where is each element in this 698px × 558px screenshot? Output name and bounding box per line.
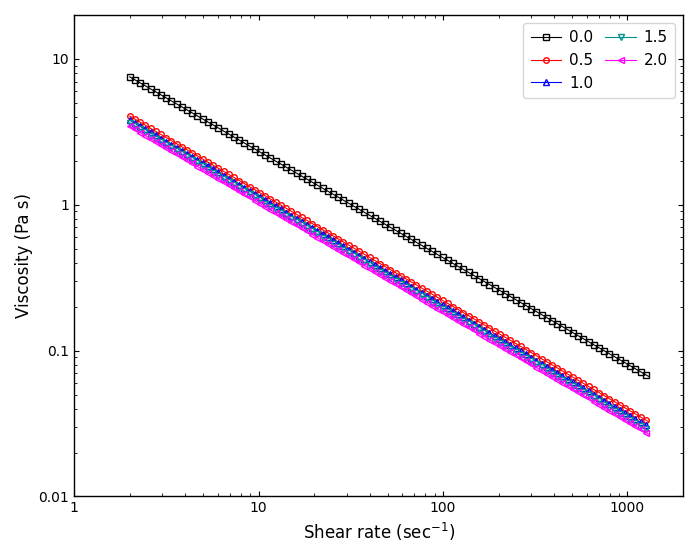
0.5 — [147, 125, 155, 132]
1.0 — [618, 408, 627, 415]
1.5 — [157, 138, 165, 145]
0.0 — [147, 85, 155, 92]
2.0 — [264, 205, 272, 211]
0.5 — [264, 194, 272, 201]
1.5 — [126, 120, 134, 127]
0.5 — [600, 392, 609, 399]
2.0 — [618, 415, 627, 422]
Line: 0.0: 0.0 — [127, 74, 651, 379]
0.5 — [157, 131, 165, 138]
1.0 — [644, 424, 653, 430]
1.0 — [600, 397, 609, 404]
Line: 1.0: 1.0 — [127, 117, 651, 430]
1.5 — [644, 427, 653, 434]
Y-axis label: Viscosity (Pa s): Viscosity (Pa s) — [15, 193, 33, 318]
2.0 — [126, 123, 134, 129]
Legend: 0.0, 0.5, 1.0, 1.5, 2.0: 0.0, 0.5, 1.0, 1.5, 2.0 — [524, 23, 676, 98]
0.0 — [644, 373, 653, 379]
Line: 0.5: 0.5 — [127, 113, 651, 425]
1.5 — [600, 401, 609, 408]
2.0 — [222, 180, 230, 187]
X-axis label: Shear rate (sec$^{-1}$): Shear rate (sec$^{-1}$) — [302, 521, 454, 543]
1.5 — [618, 412, 627, 418]
1.0 — [264, 199, 272, 205]
1.5 — [264, 202, 272, 209]
1.0 — [157, 135, 165, 142]
0.5 — [222, 170, 230, 176]
0.5 — [644, 418, 653, 425]
2.0 — [644, 431, 653, 437]
Line: 2.0: 2.0 — [127, 123, 651, 437]
0.0 — [157, 92, 165, 98]
0.0 — [264, 153, 272, 160]
0.0 — [222, 129, 230, 136]
0.5 — [618, 403, 627, 410]
1.0 — [147, 129, 155, 136]
2.0 — [600, 405, 609, 411]
2.0 — [147, 136, 155, 142]
1.0 — [222, 174, 230, 180]
1.5 — [147, 132, 155, 139]
1.0 — [126, 117, 134, 123]
0.0 — [618, 358, 627, 364]
2.0 — [157, 142, 165, 148]
0.0 — [600, 348, 609, 354]
0.0 — [126, 74, 134, 80]
0.5 — [126, 113, 134, 119]
Line: 1.5: 1.5 — [127, 121, 651, 434]
1.5 — [222, 177, 230, 184]
